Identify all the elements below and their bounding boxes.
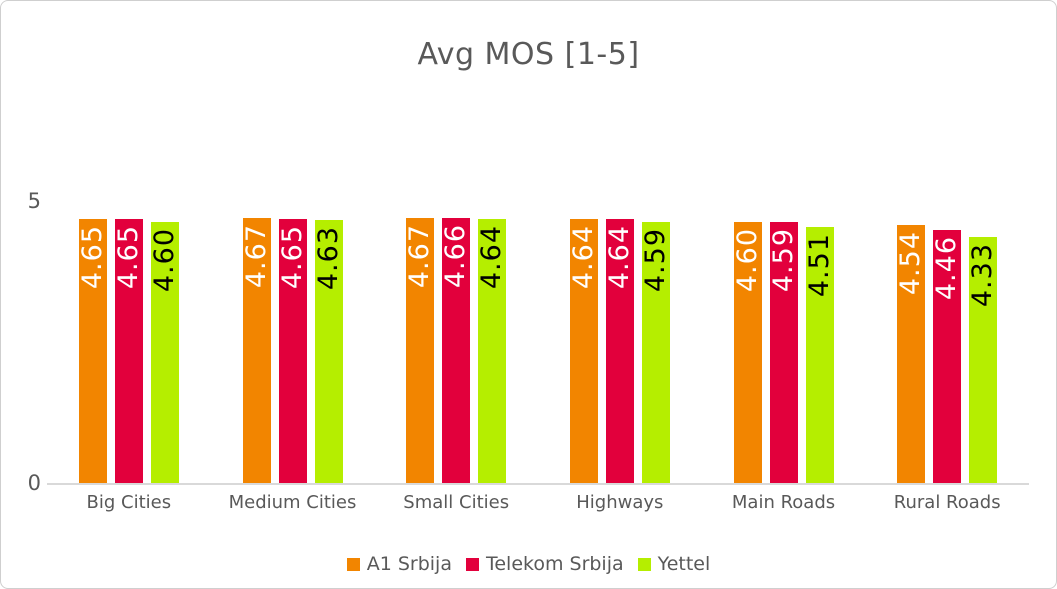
x-axis-labels: Big Cities Medium Cities Small Cities Highw… [47,492,1029,514]
bar-telekom-srbija-highways: 4.64 [603,219,635,483]
x-axis-label-main-roads: Main Roads [731,492,836,513]
legend-label: A1 Srbija [366,553,452,575]
bar-telekom-srbija-big-cities: 4.65 [112,218,144,483]
legend-swatch-yettel [637,557,651,571]
bar-telekom-srbija-small-cities: 4.66 [440,218,472,483]
bar-a1-srbija-highways: 4.64 [567,219,599,483]
y-axis-tick-0: 0 [27,471,41,495]
bar-yettel-small-cities: 4.64 [476,219,508,483]
legend-item-a1-srbija: A1 Srbija [346,552,452,576]
bar-value-label: 4.66 [440,224,472,289]
bar-value-label: 4.64 [476,225,508,290]
bar-group-small-cities: 4.67 4.66 4.64 [374,201,538,483]
legend-item-telekom-srbija: Telekom Srbija [465,552,624,576]
x-axis-label-small-cities: Small Cities [403,492,510,513]
bar-yettel-highways: 4.59 [639,222,671,483]
bar-telekom-srbija-rural-roads: 4.46 [931,229,963,483]
bar-value-label: 4.54 [895,231,927,296]
x-axis-label-rural-roads: Rural Roads [893,492,1001,513]
bar-a1-srbija-small-cities: 4.67 [404,217,436,483]
x-axis-label-medium-cities: Medium Cities [228,492,357,513]
bar-value-label: 4.46 [931,235,963,300]
bar-value-label: 4.65 [112,224,144,290]
legend-swatch-telekom-srbija [465,557,479,571]
bar-group-rural-roads: 4.54 4.46 4.33 [865,201,1029,483]
bar-yettel-main-roads: 4.51 [803,226,835,483]
bar-a1-srbija-main-roads: 4.60 [731,221,763,483]
bar-a1-srbija-rural-roads: 4.54 [895,225,927,483]
bar-value-label: 4.65 [276,224,308,290]
legend-label: Yettel [657,553,711,575]
bar-value-label: 4.60 [731,227,763,292]
legend: A1 Srbija Telekom Srbija Yettel [1,552,1056,576]
bar-value-label: 4.64 [603,225,635,290]
bar-value-label: 4.67 [404,223,436,288]
legend-swatch-a1-srbija [346,557,360,571]
bar-a1-srbija-medium-cities: 4.67 [240,217,272,483]
bar-group-big-cities: 4.65 4.65 4.60 [47,201,211,483]
bar-value-label: 4.63 [312,226,344,291]
legend-item-yettel: Yettel [637,552,711,576]
bar-group-main-roads: 4.60 4.59 4.51 [702,201,866,483]
legend-label: Telekom Srbija [485,553,624,575]
plot-area: 4.65 4.65 4.60 4.67 4.65 4.63 4.67 4.66 4.64 4.64… [47,201,1029,485]
x-axis-label-highways: Highways [576,492,664,513]
bar-yettel-medium-cities: 4.63 [312,220,344,483]
bar-value-label: 4.33 [967,243,999,308]
bar-value-label: 4.64 [567,225,599,290]
y-axis-tick-5: 5 [27,189,41,213]
bar-telekom-srbija-main-roads: 4.59 [767,222,799,483]
bar-value-label: 4.59 [639,228,671,293]
bar-value-label: 4.51 [803,232,835,297]
chart-title: Avg MOS [1-5] [417,37,640,72]
bar-value-label: 4.67 [240,223,272,288]
bar-group-highways: 4.64 4.64 4.59 [538,201,702,483]
bar-yettel-big-cities: 4.60 [148,221,180,483]
bar-yettel-rural-roads: 4.33 [967,237,999,483]
bar-value-label: 4.59 [767,228,799,293]
bar-group-medium-cities: 4.67 4.65 4.63 [211,201,375,483]
bar-a1-srbija-big-cities: 4.65 [76,218,108,483]
bar-telekom-srbija-medium-cities: 4.65 [276,218,308,483]
bar-value-label: 4.65 [76,224,108,290]
bar-value-label: 4.60 [148,227,180,292]
x-axis-label-big-cities: Big Cities [86,492,172,513]
